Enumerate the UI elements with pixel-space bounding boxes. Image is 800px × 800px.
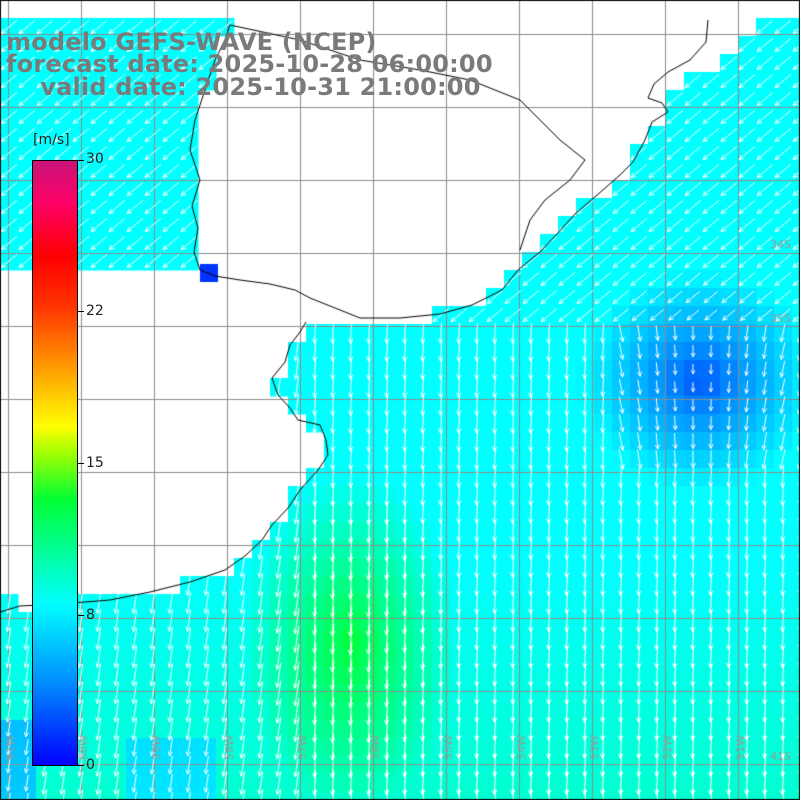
legend-tick-mark (78, 160, 84, 161)
valid-date: valid date: 2025-10-31 21:00:00 (6, 73, 481, 101)
map-title: modelo GEFS-WAVE (NCEP) (6, 28, 377, 56)
legend-tick-mark (78, 765, 84, 766)
legend-tick-label-22: 22 (86, 303, 104, 319)
legend-tick-label-30: 30 (86, 151, 104, 167)
forecast-date: forecast date: 2025-10-28 06:00:00 (6, 50, 493, 78)
color-legend: [m/s] 30 22 15 8 0 (0, 128, 106, 773)
legend-tick-label-0: 0 (86, 757, 95, 773)
legend-unit: [m/s] (33, 132, 70, 148)
legend-tick-label-15: 15 (86, 455, 104, 471)
legend-tick-label-8: 8 (86, 607, 95, 623)
legend-colorbar (32, 160, 78, 766)
legend-tick-mark (78, 615, 84, 616)
legend-tick-mark (78, 311, 84, 312)
legend-tick-mark (78, 463, 84, 464)
